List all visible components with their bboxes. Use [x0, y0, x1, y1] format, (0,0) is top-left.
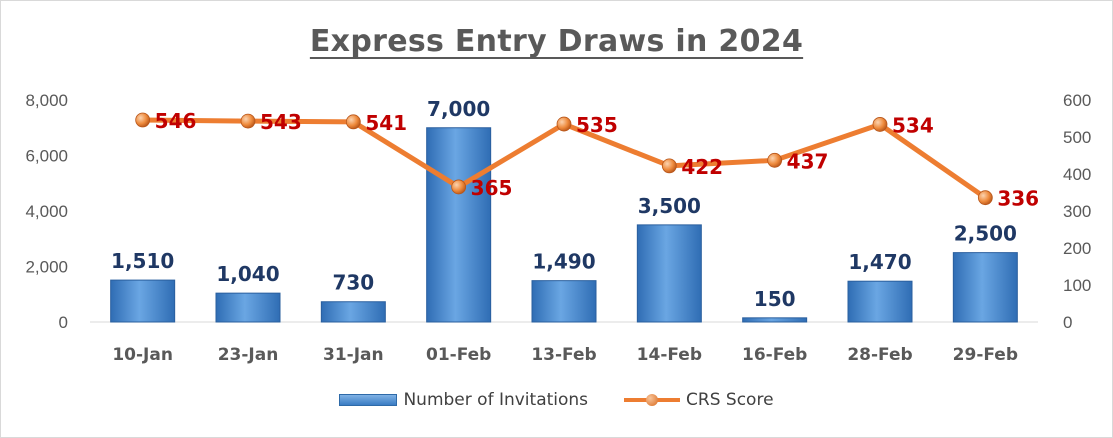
crs-point: [556, 116, 572, 132]
y-right-tick-label: 500: [1063, 128, 1091, 147]
x-tick-label: 16-Feb: [742, 345, 807, 365]
legend-line-swatch: [624, 393, 681, 407]
bar-data-label: 3,500: [638, 194, 701, 218]
crs-data-label: 534: [892, 113, 934, 137]
x-tick-label: 10-Jan: [112, 345, 173, 365]
crs-data-label: 541: [365, 111, 407, 135]
crs-data-label: 543: [260, 110, 302, 134]
bar: [110, 279, 176, 323]
y-left-tick-label: 0: [59, 313, 68, 332]
legend-bar-swatch: [339, 394, 398, 406]
y-right-tick-label: 600: [1063, 91, 1091, 110]
legend: Number of Invitations CRS Score: [0, 390, 1113, 410]
crs-data-label: 422: [681, 155, 723, 179]
crs-point: [240, 113, 256, 129]
bar: [952, 252, 1018, 323]
legend-label-crs: CRS Score: [686, 390, 774, 410]
bar: [531, 280, 597, 323]
bar: [636, 224, 702, 323]
y-left-tick-label: 4,000: [25, 202, 68, 221]
bar-data-label: 150: [754, 287, 796, 311]
x-tick-label: 01-Feb: [426, 345, 491, 365]
bar-data-label: 1,510: [111, 249, 174, 273]
x-tick-label: 14-Feb: [637, 345, 702, 365]
crs-point: [977, 190, 993, 206]
x-tick-label: 29-Feb: [953, 345, 1018, 365]
bar: [426, 127, 492, 323]
chart-title-text: Express Entry Draws in 2024: [309, 24, 804, 59]
bar-data-label: 1,490: [532, 250, 595, 274]
crs-point: [135, 112, 151, 128]
crs-data-label: 365: [471, 176, 513, 200]
legend-item-invitations: Number of Invitations: [339, 390, 588, 410]
crs-point: [872, 117, 888, 132]
bar-data-label: 730: [332, 271, 374, 295]
x-tick-label: 13-Feb: [531, 345, 596, 365]
crs-point: [451, 179, 467, 195]
crs-point: [767, 152, 783, 168]
bar: [320, 301, 386, 323]
bar: [215, 292, 281, 323]
crs-data-label: 535: [576, 113, 618, 137]
legend-item-crs: CRS Score: [624, 390, 774, 410]
crs-point: [345, 114, 361, 130]
chart-title: Express Entry Draws in 2024: [0, 24, 1113, 59]
crs-point: [661, 158, 677, 174]
bar-data-label: 1,470: [848, 250, 911, 274]
y-right-tick-label: 0: [1063, 313, 1072, 332]
y-right-tick-label: 300: [1063, 202, 1091, 221]
y-right-tick-label: 100: [1063, 276, 1091, 295]
crs-data-label: 437: [787, 149, 829, 173]
y-left-tick-label: 8,000: [25, 91, 68, 110]
y-right-tick-label: 200: [1063, 239, 1091, 258]
bar: [742, 317, 808, 323]
x-tick-label: 23-Jan: [218, 345, 279, 365]
bar-data-label: 1,040: [216, 262, 279, 286]
y-left-tick-label: 2,000: [25, 258, 68, 277]
crs-data-label: 336: [997, 187, 1039, 211]
bar-data-label: 2,500: [954, 222, 1017, 246]
bar-data-label: 7,000: [427, 97, 490, 121]
bar: [847, 280, 913, 323]
y-right-tick-label: 400: [1063, 165, 1091, 184]
x-tick-label: 28-Feb: [847, 345, 912, 365]
y-left-tick-label: 6,000: [25, 147, 68, 166]
legend-label-invitations: Number of Invitations: [403, 390, 589, 410]
crs-data-label: 546: [155, 109, 197, 133]
x-tick-label: 31-Jan: [323, 345, 384, 365]
